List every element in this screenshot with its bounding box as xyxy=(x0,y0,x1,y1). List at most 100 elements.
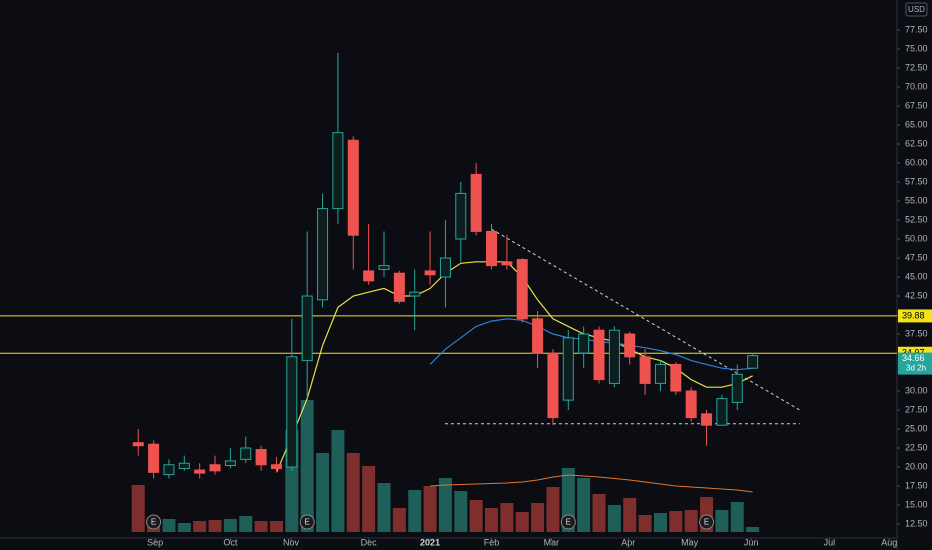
volume-bar xyxy=(377,483,391,532)
volume-bar xyxy=(438,478,452,532)
y-tick-label: 27.50 xyxy=(905,404,928,414)
x-tick-label: Jul xyxy=(824,537,836,547)
volume-bar xyxy=(577,478,591,532)
candle-body xyxy=(747,355,759,369)
volume-bar xyxy=(223,519,237,532)
candle-body xyxy=(608,329,620,384)
candle-body xyxy=(132,442,144,447)
y-tick-label: 20.00 xyxy=(905,461,928,471)
y-tick-label: 52.50 xyxy=(905,214,928,224)
candle-body xyxy=(639,356,651,384)
candle-body xyxy=(286,356,298,468)
volume-bar xyxy=(454,491,468,532)
y-tick-label: 60.00 xyxy=(905,157,928,167)
y-tick-label: 42.50 xyxy=(905,290,928,300)
x-tick-label: Dec xyxy=(361,537,378,547)
volume-bar xyxy=(193,521,207,532)
volume-bar xyxy=(469,500,483,532)
volume-bar xyxy=(531,503,545,532)
candle-body xyxy=(270,464,282,470)
volume-bar xyxy=(746,527,760,532)
y-tick-label: 65.00 xyxy=(905,119,928,129)
candle-body xyxy=(332,132,344,210)
volume-bar xyxy=(177,523,191,532)
level-label-bg xyxy=(898,309,932,323)
currency-box xyxy=(905,2,928,17)
volume-bar xyxy=(408,490,422,532)
volume-bar xyxy=(239,516,253,532)
earnings-marker xyxy=(560,514,576,530)
earnings-marker xyxy=(146,514,162,530)
candle-body xyxy=(624,333,636,358)
candle-body xyxy=(363,270,375,282)
volume-bar xyxy=(623,498,637,532)
volume-bar xyxy=(592,494,606,532)
x-tick-label: Oct xyxy=(223,537,238,547)
y-tick-label: 77.50 xyxy=(905,24,928,34)
y-tick-label: 55.00 xyxy=(905,195,928,205)
y-tick-label: 45.00 xyxy=(905,271,928,281)
candle-body xyxy=(409,291,421,297)
volume-bar xyxy=(254,521,268,532)
candle-body xyxy=(424,270,436,276)
volume-bar xyxy=(423,486,437,532)
candle-body xyxy=(532,318,544,354)
earnings-label: E xyxy=(305,518,310,527)
x-tick-label: Apr xyxy=(621,537,635,547)
x-tick-label: Nov xyxy=(283,537,300,547)
volume-bar xyxy=(162,519,176,532)
candle-body xyxy=(178,462,190,470)
x-tick-label: 2021 xyxy=(420,537,440,547)
y-tick-label: 30.00 xyxy=(905,385,928,395)
volume-bar xyxy=(269,521,283,532)
earnings-label: E xyxy=(704,518,709,527)
y-tick-label: 25.00 xyxy=(905,423,928,433)
y-tick-label: 37.50 xyxy=(905,328,928,338)
volume-bar xyxy=(362,466,376,532)
y-tick-label: 47.50 xyxy=(905,252,928,262)
candle-body xyxy=(163,464,175,476)
last-price: 34.66 xyxy=(902,353,925,363)
candle-body xyxy=(209,464,221,472)
y-tick-label: 67.50 xyxy=(905,100,928,110)
candle-body xyxy=(393,272,405,302)
candle-body xyxy=(654,363,666,384)
moving-average xyxy=(429,318,753,371)
x-tick-label: Sep xyxy=(147,537,163,547)
candle-body xyxy=(578,333,590,354)
volume-bar xyxy=(208,520,222,532)
volume-bar xyxy=(607,505,621,532)
volume-bar xyxy=(515,512,529,532)
earnings-marker xyxy=(699,514,715,530)
volume-bar xyxy=(653,513,667,532)
candle-body xyxy=(701,413,713,426)
earnings-marker xyxy=(299,514,315,530)
candle-body xyxy=(301,295,313,362)
y-tick-label: 72.50 xyxy=(905,62,928,72)
candle-body xyxy=(593,329,605,381)
x-tick-label: Mar xyxy=(544,537,560,547)
level-label: 39.88 xyxy=(902,310,925,320)
y-tick-label: 17.50 xyxy=(905,480,928,490)
y-tick-label: 62.50 xyxy=(905,138,928,148)
y-tick-label: 50.00 xyxy=(905,233,928,243)
candle-body xyxy=(378,265,390,270)
volume-bar xyxy=(500,503,514,532)
volume-bar xyxy=(730,502,744,532)
candle-body xyxy=(224,460,236,466)
candle-body xyxy=(347,139,359,236)
candle-body xyxy=(486,230,498,267)
candle-body xyxy=(547,352,559,419)
candle-body xyxy=(516,259,528,320)
y-tick-label: 15.00 xyxy=(905,499,928,509)
volume-bar xyxy=(684,510,698,532)
volume-bar xyxy=(546,487,560,532)
x-tick-label: Feb xyxy=(484,537,500,547)
candle-body xyxy=(439,257,451,278)
volume-ma xyxy=(430,474,753,493)
candle-body xyxy=(455,192,467,240)
y-tick-label: 12.50 xyxy=(905,518,928,528)
candle-body xyxy=(194,469,206,474)
volume-bar xyxy=(131,485,145,532)
